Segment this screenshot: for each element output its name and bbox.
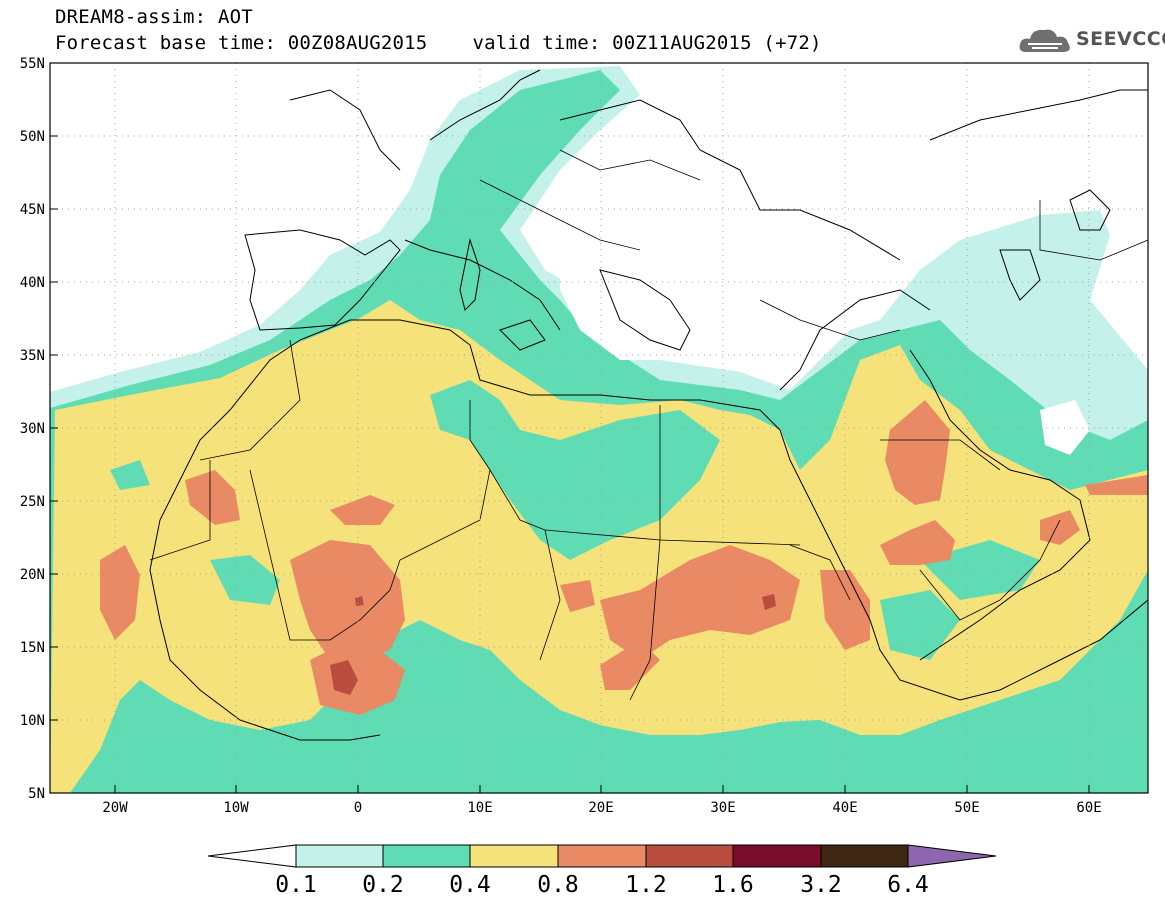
colorbar-swatch xyxy=(469,844,559,868)
lat-label: 50N xyxy=(20,129,45,145)
lon-label: 50E xyxy=(954,800,979,816)
colorbar-label: 0.1 xyxy=(275,872,317,898)
colorbar-label: 1.6 xyxy=(712,872,754,898)
colorbar-swatch xyxy=(295,844,384,868)
valid-time: valid time: 00Z11AUG2015 (+72) xyxy=(472,32,822,54)
coastlines xyxy=(149,69,1148,741)
forecast-times: Forecast base time: 00Z08AUG2015 valid ti… xyxy=(55,32,822,54)
map-title: DREAM8-assim: AOT xyxy=(55,6,253,28)
lon-label: 60E xyxy=(1076,800,1101,816)
colorbar-low-arrow xyxy=(207,844,297,868)
lat-label: 5N xyxy=(28,786,45,802)
colorbar-swatch xyxy=(732,844,822,868)
colorbar-label: 0.8 xyxy=(537,872,579,898)
seevccc-logo: SEEVCCC xyxy=(1018,24,1165,56)
lon-label: 10W xyxy=(223,800,249,816)
colorbar-label: 1.2 xyxy=(625,872,667,898)
colorbar-label: 3.2 xyxy=(800,872,842,898)
tick-marks xyxy=(50,62,1090,794)
lon-label: 0 xyxy=(354,800,362,816)
colorbar-label: 6.4 xyxy=(887,872,929,898)
colorbar-swatch xyxy=(557,844,647,868)
lon-label: 40E xyxy=(832,800,857,816)
lat-label: 45N xyxy=(20,202,45,218)
lat-label: 20N xyxy=(20,567,45,583)
colorbar-label: 0.4 xyxy=(449,872,491,898)
lat-label: 55N xyxy=(20,56,45,72)
country-borders xyxy=(149,149,1148,701)
base-time: Forecast base time: 00Z08AUG2015 xyxy=(55,32,428,54)
colorbar-label: 0.2 xyxy=(362,872,404,898)
lat-label: 10N xyxy=(20,713,45,729)
lat-label: 35N xyxy=(20,348,45,364)
colorbar xyxy=(207,844,997,868)
colorbar-swatch xyxy=(645,844,734,868)
lat-label: 25N xyxy=(20,494,45,510)
logo-text: SEEVCCC xyxy=(1076,28,1165,50)
lon-label: 20E xyxy=(588,800,613,816)
colorbar-swatch xyxy=(820,844,909,868)
colorbar-swatch xyxy=(382,844,471,868)
lat-label: 40N xyxy=(20,275,45,291)
aot-shading xyxy=(50,63,1148,793)
lon-label: 20W xyxy=(102,800,128,816)
lat-label: 30N xyxy=(20,421,45,437)
cloud-icon xyxy=(1019,29,1070,52)
lon-label: 30E xyxy=(710,800,735,816)
lat-label: 15N xyxy=(20,640,45,656)
colorbar-high-arrow xyxy=(907,844,997,868)
lon-label: 10E xyxy=(467,800,492,816)
